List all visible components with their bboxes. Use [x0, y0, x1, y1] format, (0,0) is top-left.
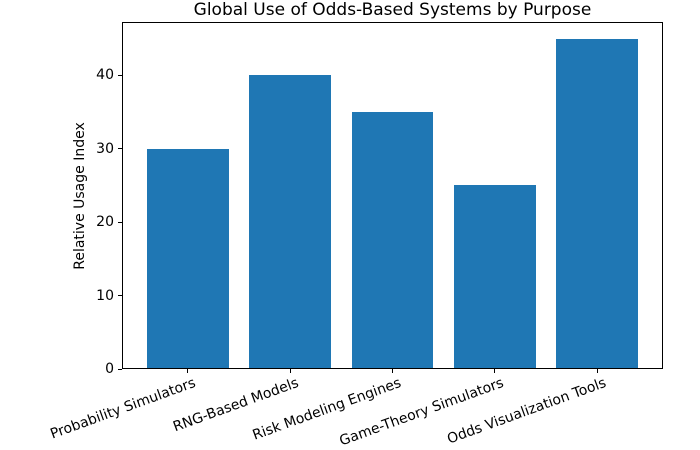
y-tick-mark — [118, 74, 122, 76]
y-tick-label-0: 0 — [105, 361, 114, 377]
x-tick-mark — [289, 369, 291, 373]
chart-title: Global Use of Odds-Based Systems by Purp… — [193, 0, 592, 20]
bar-odds-visualization-tools — [556, 38, 639, 369]
bar-game-theory-simulators — [453, 185, 536, 369]
y-tick-label-30: 30 — [96, 140, 114, 157]
x-tick-mark — [392, 369, 393, 373]
y-tick-label-10: 10 — [96, 287, 114, 304]
y-tick-mark — [118, 221, 122, 223]
x-tick-mark — [596, 369, 598, 373]
y-tick-mark — [118, 295, 122, 297]
y-tick-mark — [118, 368, 122, 370]
bar-rng-based-models — [249, 75, 332, 369]
y-tick-mark — [118, 148, 122, 150]
plot-area — [122, 22, 663, 369]
bar-risk-modeling-engines — [351, 111, 434, 369]
x-tick-mark — [494, 369, 496, 373]
x-tick-label-game-theory-simulators: Game-Theory Simulators — [337, 375, 506, 450]
y-tick-label-20: 20 — [96, 214, 114, 231]
x-tick-mark — [187, 369, 189, 373]
y-tick-label-40: 40 — [96, 67, 114, 84]
bar-probability-simulators — [146, 148, 229, 369]
